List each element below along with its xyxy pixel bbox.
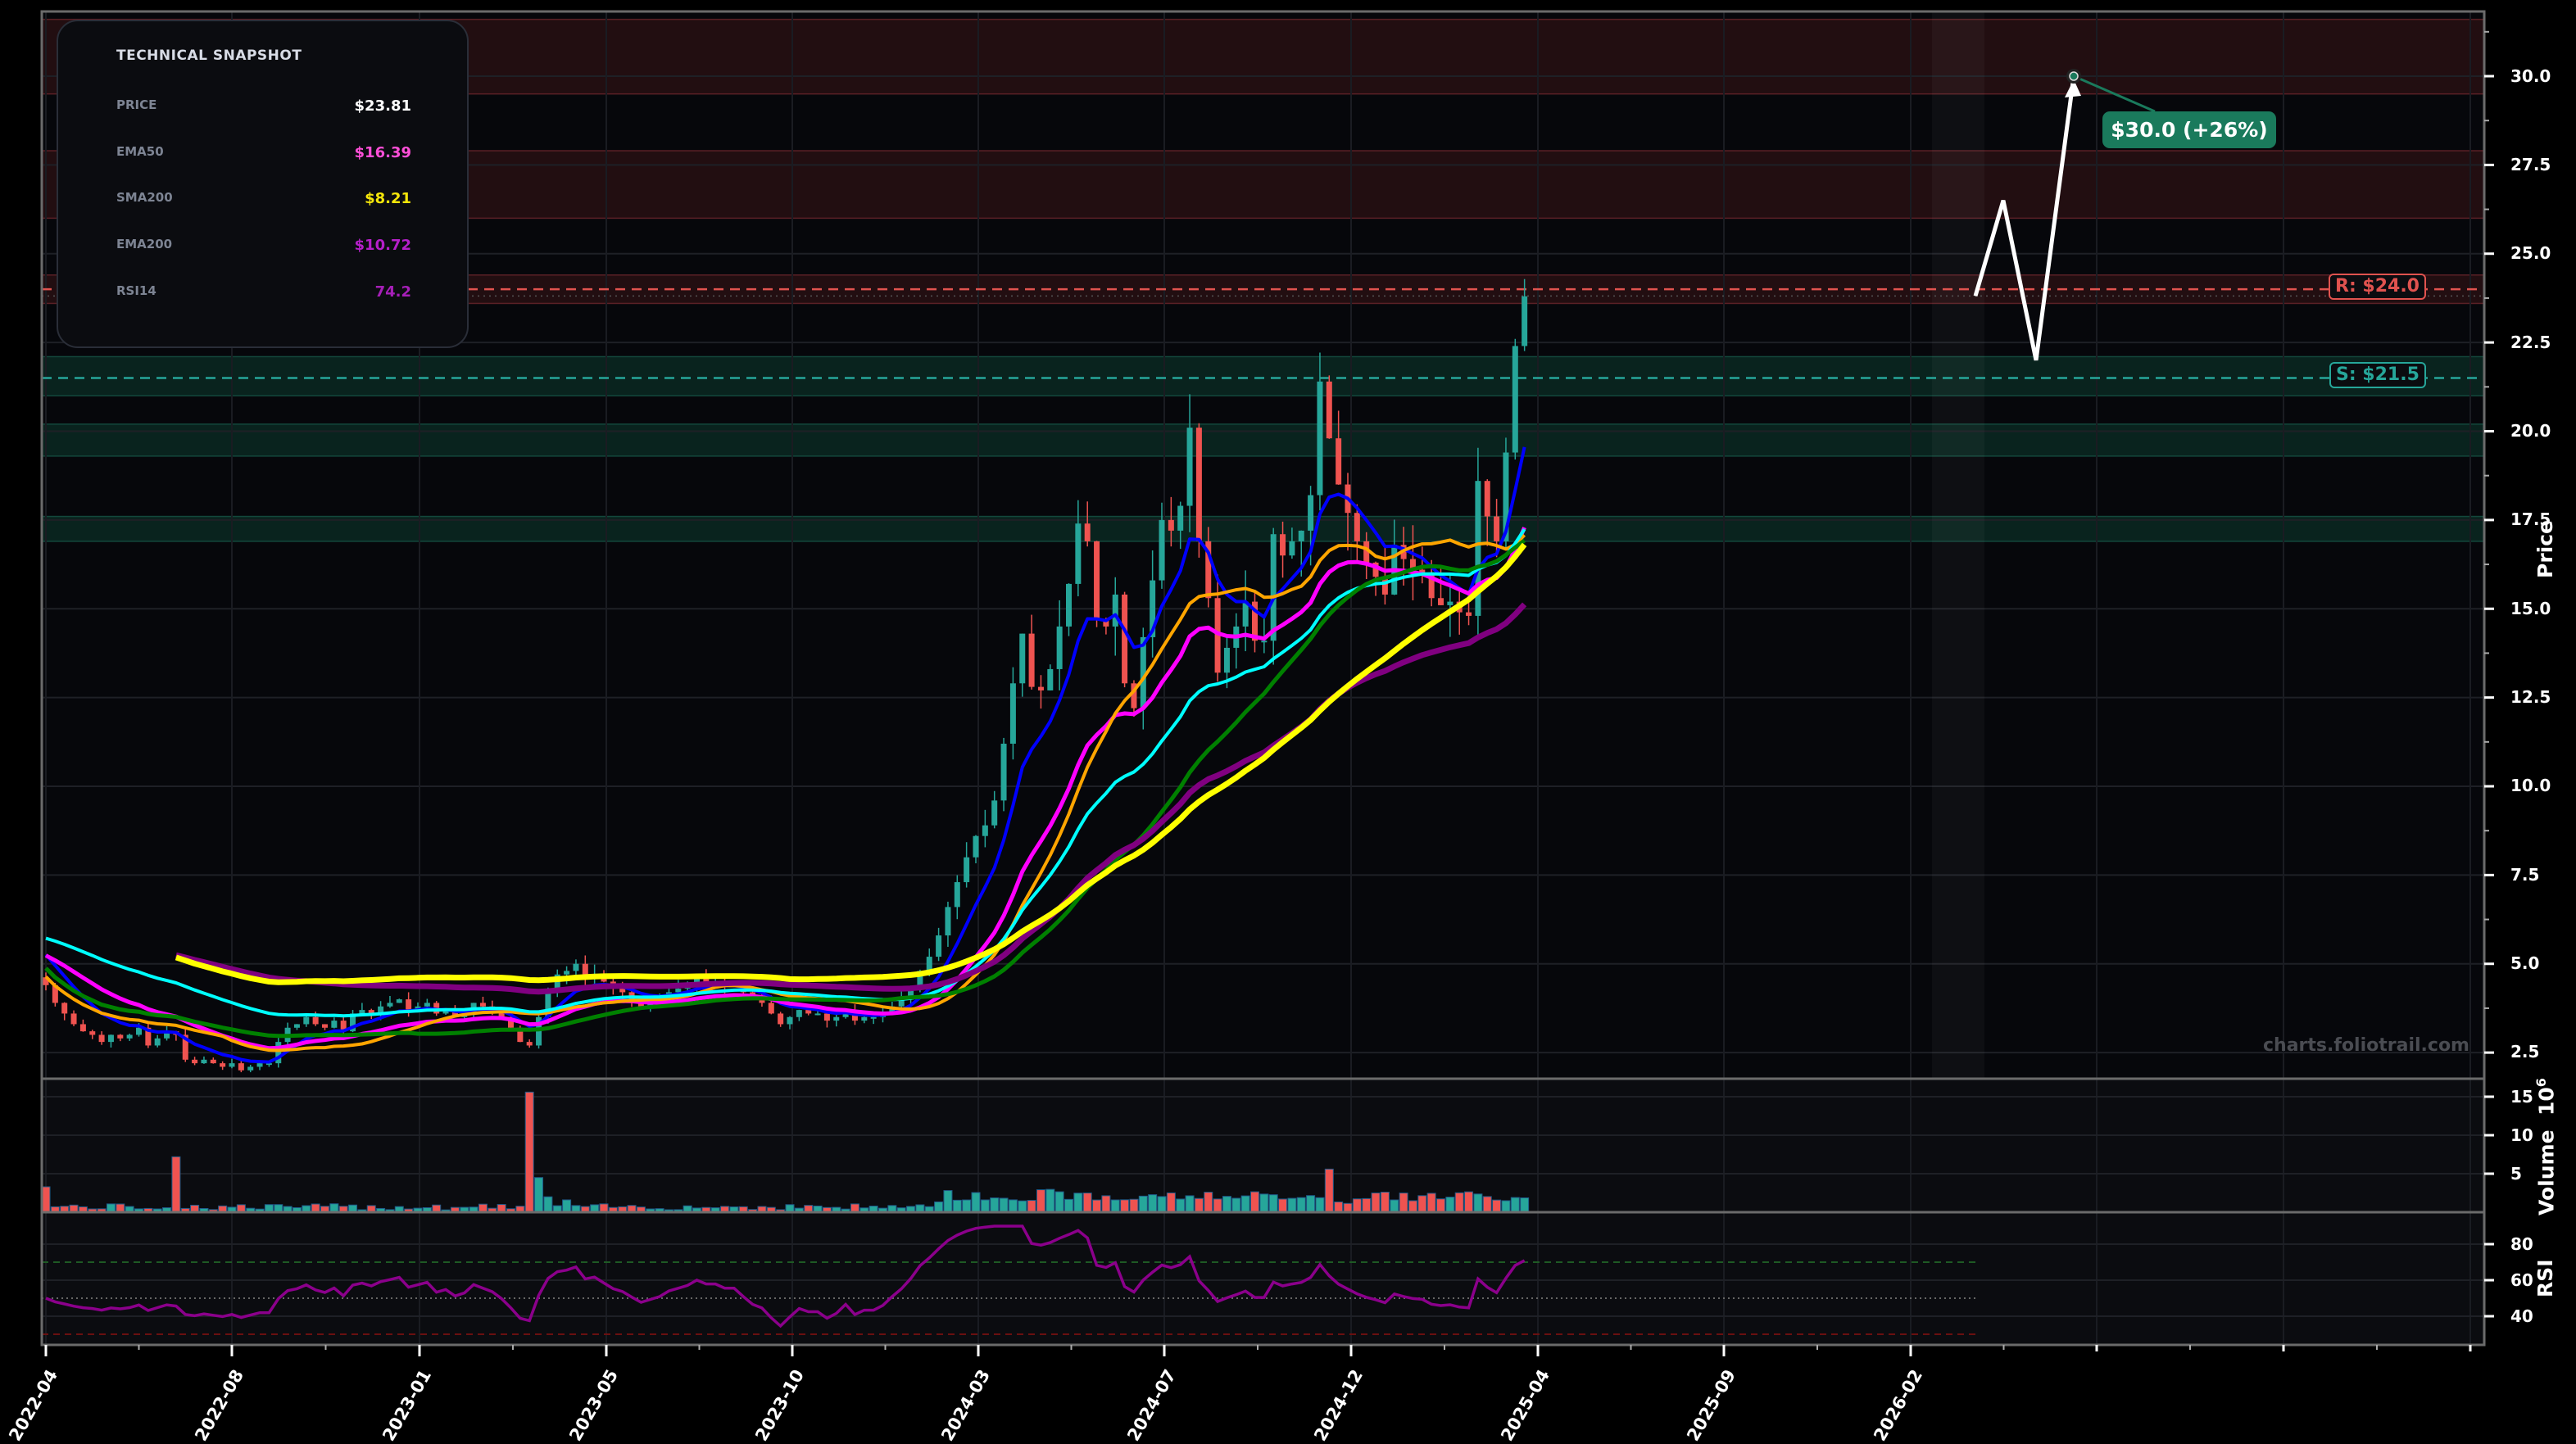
rsi-axis-label: RSI [2533, 1259, 2557, 1297]
forecast-target-label: $30.0 (+26%) [2102, 111, 2276, 148]
volume-axis-exp-sup: 6 [2533, 1078, 2549, 1088]
resistance-level-tag: R: $24.0 [2329, 274, 2426, 300]
volume-axis-label-text: Volume [2534, 1129, 2559, 1215]
snapshot-value: 74.2 [374, 283, 411, 301]
recent-highlight [1932, 11, 1984, 1079]
volume-bars [41, 1091, 1530, 1213]
axis-ticks [44, 30, 2494, 1356]
rsi-frame [40, 1211, 2486, 1347]
price-tick: 7.5 [2510, 865, 2540, 885]
snapshot-row-sma200: SMA200 $8.21 [116, 190, 411, 210]
snapshot-label: SMA200 [116, 190, 173, 205]
snapshot-value: $8.21 [365, 190, 411, 207]
snapshot-label: RSI14 [116, 283, 156, 298]
price-tick: 2.5 [2510, 1042, 2540, 1061]
price-tick: 25.0 [2510, 243, 2551, 263]
snapshot-value: $10.72 [354, 237, 411, 254]
price-tick: 17.5 [2510, 509, 2551, 529]
forecast-path [1973, 69, 2156, 361]
price-tick: 15.0 [2510, 599, 2551, 618]
snapshot-label: EMA200 [116, 237, 173, 251]
price-tick: 22.5 [2510, 333, 2551, 352]
snapshot-value: $23.81 [354, 97, 411, 115]
moving-average-lines [44, 446, 1527, 1064]
snapshot-label: PRICE [116, 97, 157, 112]
price-tick: 30.0 [2510, 66, 2551, 86]
technical-snapshot-panel: TECHNICAL SNAPSHOT PRICE $23.81 EMA50 $1… [57, 20, 469, 348]
rsi-tick: 60 [2510, 1270, 2533, 1290]
rsi-tick: 40 [2510, 1306, 2533, 1326]
volume-tick: 10 [2510, 1125, 2533, 1145]
price-tick: 5.0 [2510, 953, 2540, 973]
volume-tick: 15 [2510, 1087, 2533, 1107]
snapshot-label: EMA50 [116, 144, 164, 159]
price-axis-label: Price [2533, 520, 2557, 578]
snapshot-title: TECHNICAL SNAPSHOT [116, 48, 302, 64]
sr-lines [42, 287, 2484, 379]
snapshot-row-rsi14: RSI14 74.2 [116, 283, 411, 303]
watermark: charts.foliotrail.com [2263, 1035, 2469, 1056]
rsi-panel [42, 1212, 2484, 1345]
price-tick: 10.0 [2510, 776, 2551, 795]
rsi-line [42, 1224, 1975, 1335]
snapshot-row-price: PRICE $23.81 [116, 97, 411, 117]
volume-axis-exp: 10 [2534, 1087, 2559, 1116]
snapshot-row-ema50: EMA50 $16.39 [116, 144, 411, 164]
volume-tick: 5 [2510, 1164, 2522, 1184]
support-level-tag: S: $21.5 [2329, 362, 2426, 388]
snapshot-row-ema200: EMA200 $10.72 [116, 237, 411, 256]
rsi-tick: 80 [2510, 1234, 2533, 1254]
price-tick: 12.5 [2510, 687, 2551, 707]
volume-axis-label: Volume 106 [2533, 1078, 2558, 1215]
volume-panel [42, 1079, 2484, 1212]
price-tick: 27.5 [2510, 155, 2551, 174]
price-tick: 20.0 [2510, 421, 2551, 441]
snapshot-value: $16.39 [354, 144, 411, 161]
